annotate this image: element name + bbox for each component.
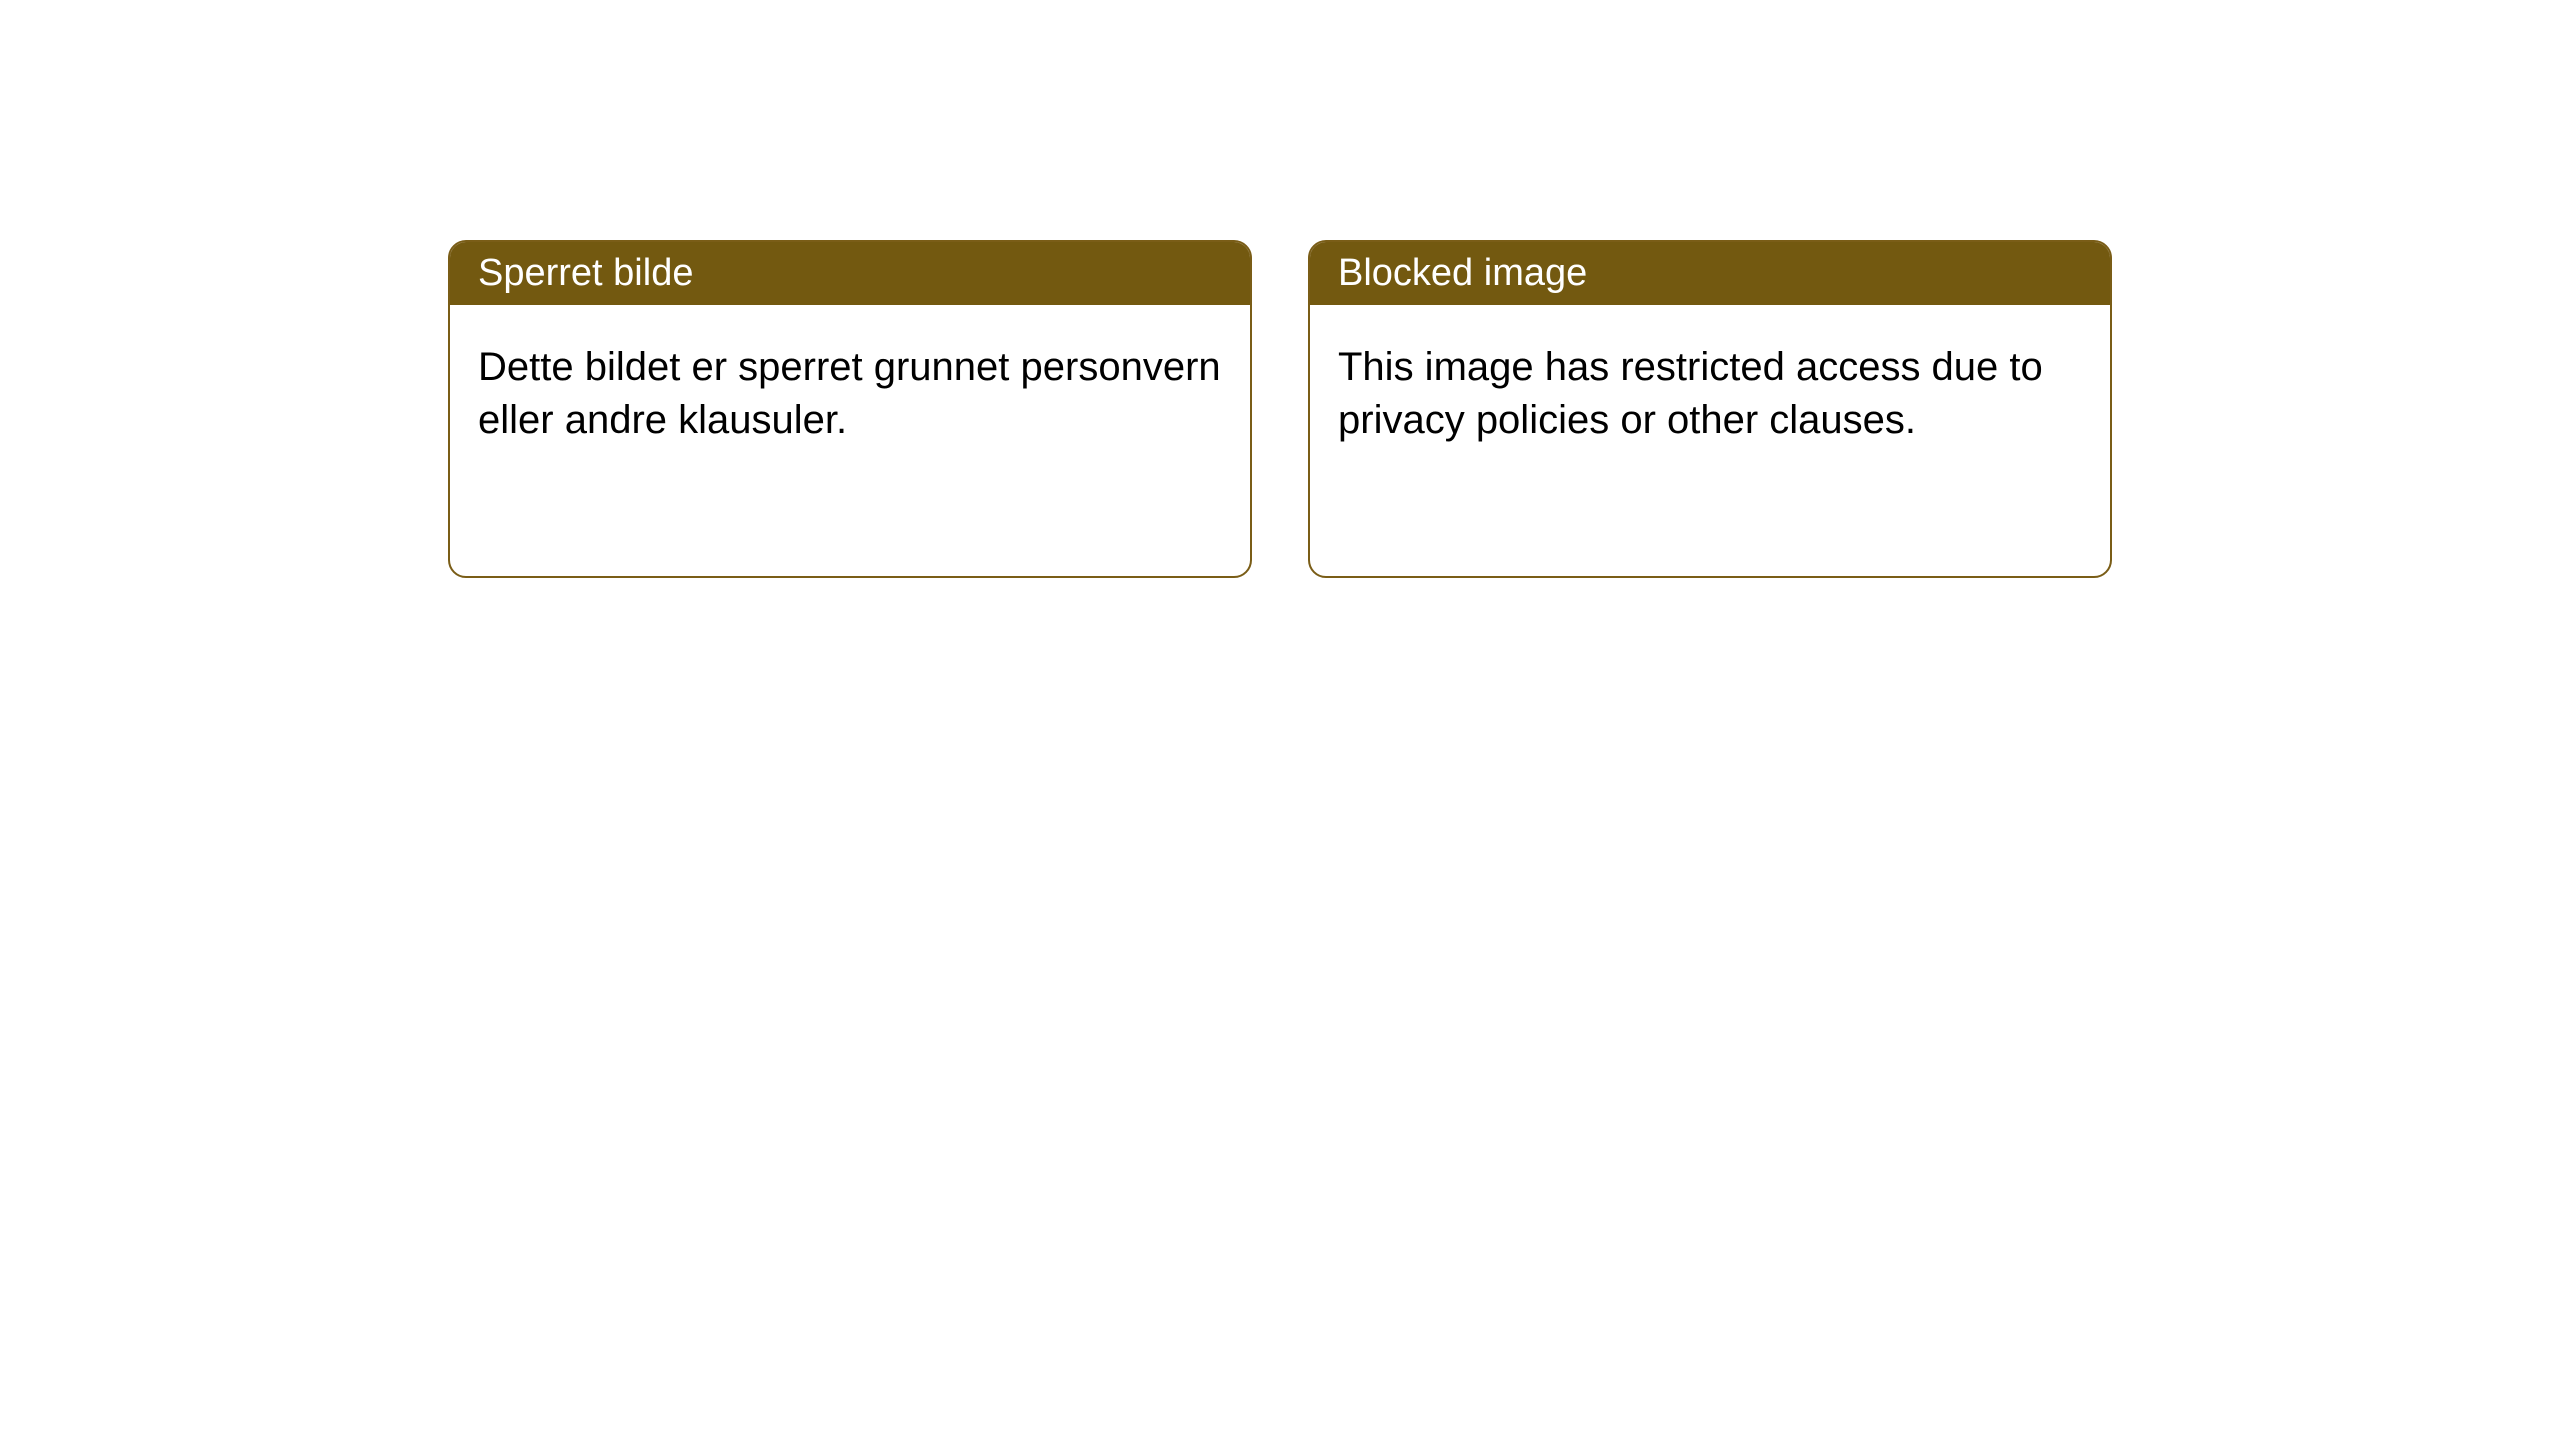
notice-card-english: Blocked image This image has restricted … [1308,240,2112,578]
notice-title: Sperret bilde [478,252,693,294]
notice-container: Sperret bilde Dette bildet er sperret gr… [448,240,2112,578]
notice-body: Dette bildet er sperret grunnet personve… [450,305,1250,483]
notice-title: Blocked image [1338,252,1587,294]
notice-message: Dette bildet er sperret grunnet personve… [478,345,1221,442]
notice-message: This image has restricted access due to … [1338,345,2043,442]
notice-header: Sperret bilde [450,242,1250,305]
notice-header: Blocked image [1310,242,2110,305]
notice-body: This image has restricted access due to … [1310,305,2110,483]
notice-card-norwegian: Sperret bilde Dette bildet er sperret gr… [448,240,1252,578]
